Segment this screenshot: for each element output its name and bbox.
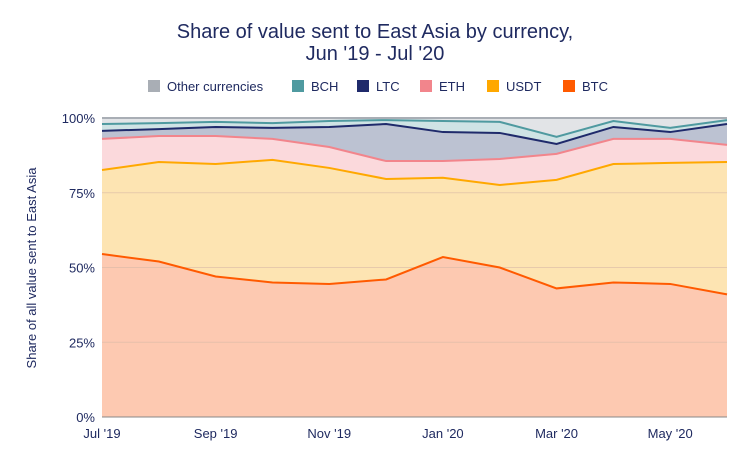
legend-label-eth: ETH [439, 79, 465, 94]
line-usdt [101, 158, 728, 186]
x-ticks: Jul '19 Sep '19 Nov '19 Jan '20 Mar '20 May '… [83, 426, 692, 441]
area-ltc [102, 123, 727, 162]
series-lines [101, 117, 728, 296]
legend-label-bch: BCH [311, 79, 338, 94]
x-tick-label: Sep '19 [194, 426, 238, 441]
area-bch [102, 120, 727, 145]
line-btc [101, 253, 728, 296]
x-tick-label: Nov '19 [307, 426, 351, 441]
legend-swatch-bch [292, 80, 304, 92]
legend-swatch-usdt [487, 80, 499, 92]
x-tick-label: May '20 [648, 426, 693, 441]
line-ltc [101, 122, 728, 146]
area-btc [102, 254, 727, 417]
line-bch [101, 119, 728, 138]
y-ticks: 0% 25% 50% 75% 100% [62, 111, 96, 425]
legend: Other currencies BCH LTC ETH USDT BTC [148, 79, 608, 94]
chart-subtitle: Jun '19 - Jul '20 [306, 43, 445, 65]
legend-swatch-btc [563, 80, 575, 92]
y-tick-label: 50% [69, 261, 95, 276]
area-eth [102, 135, 727, 185]
legend-label-ltc: LTC [376, 79, 400, 94]
line-eth [101, 134, 728, 163]
y-tick-label: 25% [69, 335, 95, 350]
x-tick-label: Jul '19 [83, 426, 120, 441]
legend-swatch-ltc [357, 80, 369, 92]
x-tick-label: Jan '20 [422, 426, 464, 441]
y-tick-label: 75% [69, 186, 95, 201]
legend-label-usdt: USDT [506, 79, 541, 94]
areas [102, 118, 727, 417]
legend-swatch-eth [420, 80, 432, 92]
legend-swatch-other-currencies [148, 80, 160, 92]
y-tick-label: 0% [76, 410, 95, 425]
y-axis-label: Share of all value sent to East Asia [24, 167, 39, 369]
x-tick-label: Mar '20 [535, 426, 578, 441]
y-tick-label: 100% [62, 111, 96, 126]
legend-label-btc: BTC [582, 79, 608, 94]
legend-label-other-currencies: Other currencies [167, 79, 264, 94]
area-usdt [102, 159, 727, 295]
chart-title: Share of value sent to East Asia by curr… [177, 21, 574, 43]
